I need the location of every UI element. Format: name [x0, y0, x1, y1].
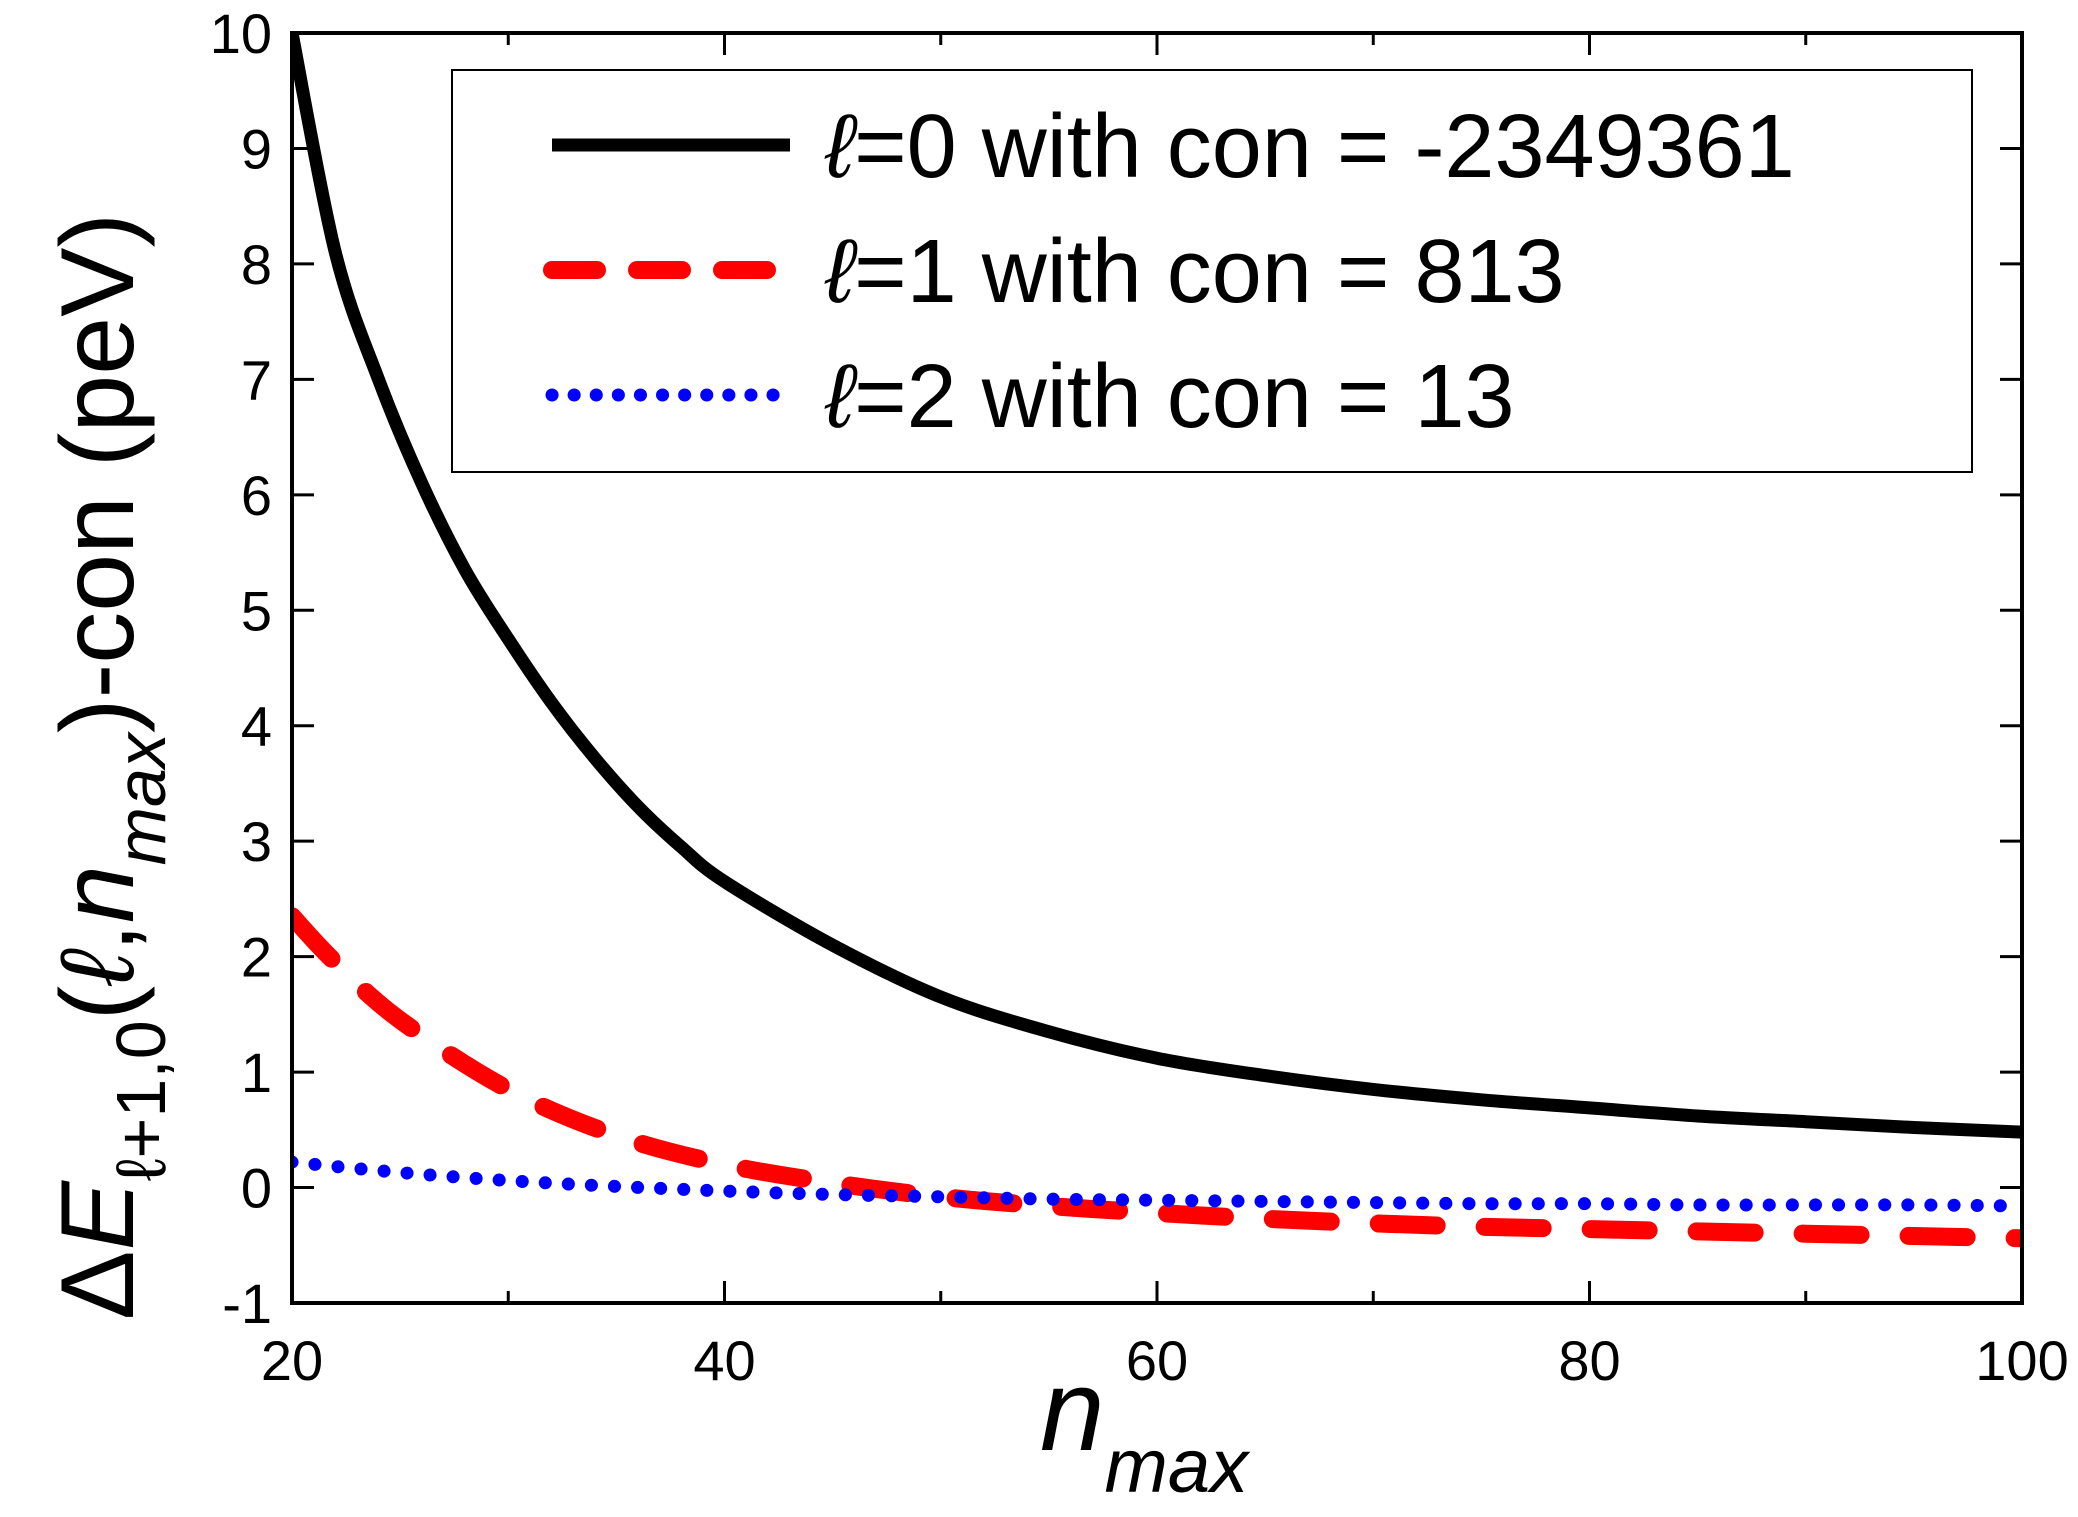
legend-label-0: ℓ=0 with con = -2349361	[824, 97, 1795, 197]
legend-label-symbol: ℓ	[824, 97, 858, 197]
y-axis-title-E: E	[40, 1180, 156, 1251]
x-axis-title-sub: max	[1105, 1424, 1252, 1509]
legend-box	[451, 69, 1973, 473]
series-line-1	[292, 907, 2022, 1248]
y-tick-label: 4	[241, 695, 272, 758]
x-axis-title-main: n	[1040, 1345, 1105, 1475]
series-layer	[292, 33, 2022, 1248]
y-axis-title-n: n	[40, 865, 156, 923]
x-tick-label: 60	[1126, 1329, 1188, 1392]
y-tick-label: 1	[241, 1041, 272, 1104]
y-tick-label: 10	[210, 2, 272, 65]
legend-label-text: =1 with con = 813	[854, 222, 1565, 322]
y-tick-label: 7	[241, 348, 272, 411]
y-tick-label: 5	[241, 579, 272, 642]
x-axis-title: nmax	[1040, 1345, 1251, 1509]
y-axis-title-nsub: max	[102, 730, 180, 865]
legend-label-symbol: ℓ	[824, 222, 858, 322]
y-tick-label: 9	[241, 117, 272, 180]
y-tick-label: 3	[241, 810, 272, 873]
series-line-0	[292, 33, 2022, 1139]
y-tick-label: 8	[241, 233, 272, 296]
y-axis-title-sub: ℓ+1,0	[102, 1020, 180, 1181]
y-axis-title-open: (	[40, 985, 156, 1020]
x-tick-label: 20	[261, 1329, 323, 1392]
x-tick-label: 40	[693, 1329, 755, 1392]
y-axis-title-comma: ,	[40, 923, 156, 952]
series-line-2	[292, 1155, 2022, 1213]
y-tick-label: -1	[222, 1272, 272, 1335]
x-tick-label: 80	[1558, 1329, 1620, 1392]
ticks-layer: 20 40 60 80 100 -1 0 1 2 3 4 5 6 7 8 9 10	[210, 2, 2069, 1392]
y-tick-label: 6	[241, 464, 272, 527]
y-axis-title-ell: ℓ	[40, 948, 156, 987]
legend-label-text: =2 with con = 13	[854, 347, 1514, 447]
y-axis-title: ΔEℓ+1,0(ℓ,nmax)-con (peV)	[40, 213, 180, 1320]
y-tick-label: 2	[241, 926, 272, 989]
x-tick-label: 100	[1975, 1329, 2068, 1392]
y-tick-label: 0	[241, 1157, 272, 1220]
legend-label-text: =0 with con = -2349361	[854, 97, 1795, 197]
legend-label-1: ℓ=1 with con = 813	[824, 222, 1565, 322]
legend-label-symbol: ℓ	[824, 347, 858, 447]
y-axis-title-tail: )-con (peV)	[40, 213, 156, 733]
legend-label-2: ℓ=2 with con = 13	[824, 347, 1515, 447]
y-axis-title-delta: Δ	[40, 1251, 156, 1320]
